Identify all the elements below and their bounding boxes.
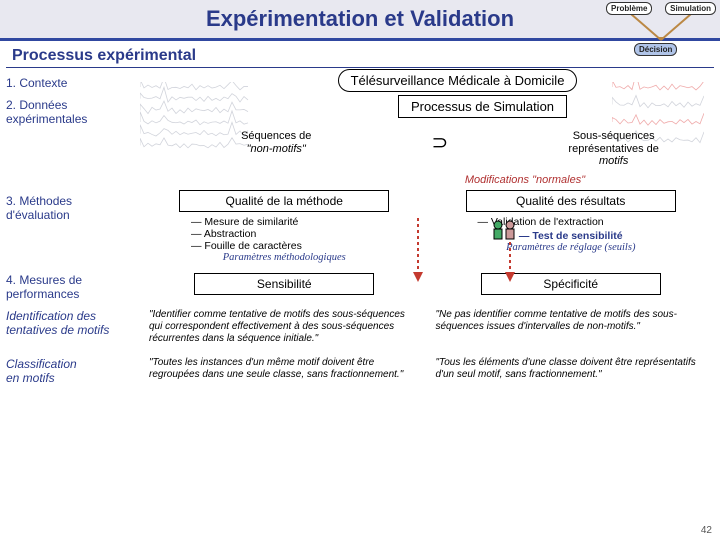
nav-donnees: 2. Donnéesexpérimentales	[6, 94, 141, 126]
nav-classification: Classificationen motifs	[6, 353, 141, 385]
slide-number: 42	[701, 525, 712, 536]
test-sensibilite: ― Test de sensibilité	[428, 230, 715, 242]
param-reglage: Paramètres de réglage (seuils)	[428, 242, 715, 253]
label-modifications: Modifications "normales"	[336, 174, 714, 186]
nav-identification: Identification destentatives de motifs	[6, 305, 141, 337]
nav-mesures: 4. Mesures deperformances	[6, 269, 141, 301]
box-qualite-resultats: Qualité des résultats	[466, 190, 676, 212]
red-arrow-right	[500, 242, 520, 288]
corner-decision: Décision	[634, 43, 677, 56]
nav-contexte: 1. Contexte	[6, 72, 141, 90]
corner-problem: Problème	[606, 2, 652, 15]
desc-class-spec: "Tous les éléments d'une classe doivent …	[428, 355, 715, 383]
desc-ident-spec: "Ne pas identifier comme tentative de mo…	[428, 307, 715, 347]
corner-diagram: Problème Simulation Décision	[606, 2, 716, 56]
box-telesurveillance: Télésurveillance Médicale à Domicile	[338, 69, 578, 92]
nav-methodes: 3. Méthodesd'évaluation	[6, 190, 141, 222]
method-bullets: ― Mesure de similarité ― Abstraction ― F…	[141, 212, 428, 252]
label-non-motifs: Séquences de"non-motifs"	[241, 130, 311, 168]
desc-ident-sens: "Identifier comme tentative de motifs de…	[141, 307, 428, 347]
box-sensibilite: Sensibilité	[194, 273, 374, 295]
param-methodologiques: Paramètres méthodologiques	[141, 252, 428, 263]
page-title: Expérimentation et Validation	[206, 6, 514, 31]
box-processus-simulation: Processus de Simulation	[398, 95, 567, 118]
red-arrow-left	[408, 218, 428, 288]
result-bullets: ― Validation de l'extraction	[428, 212, 715, 228]
corner-simulation: Simulation	[665, 2, 716, 15]
superset-symbol: ⊃	[422, 130, 459, 168]
desc-class-sens: "Toutes les instances d'un même motif do…	[141, 355, 428, 383]
label-sous-sequences: Sous-séquencesreprésentatives demotifs	[568, 130, 659, 168]
box-qualite-methode: Qualité de la méthode	[179, 190, 389, 212]
